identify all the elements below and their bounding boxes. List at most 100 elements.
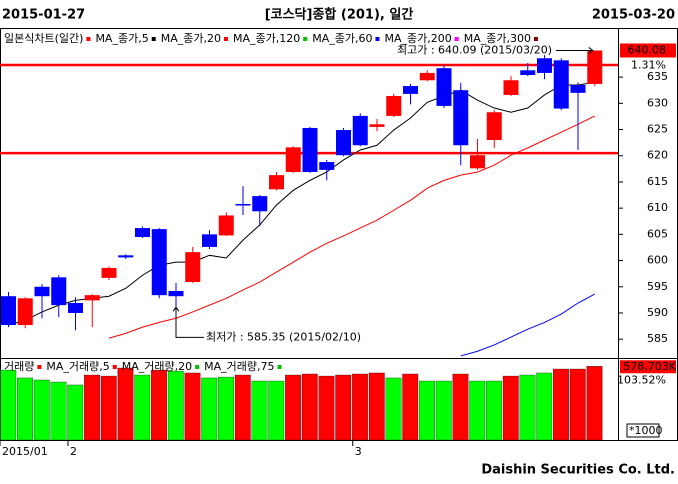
volume-bar: [151, 369, 167, 441]
candle-body: [1, 296, 16, 326]
low-note: 최저가 : 585.35 (2015/02/10): [206, 330, 361, 343]
volume-bar: [402, 373, 419, 441]
candle-body: [51, 277, 67, 306]
candle-body: [185, 252, 201, 283]
candle-body: [34, 286, 50, 297]
volume-bar: [285, 374, 301, 441]
y-tick-label: 600: [647, 254, 668, 267]
volume-bar: [184, 372, 201, 441]
volume-bar: [100, 375, 117, 441]
candle-body: [285, 147, 301, 172]
legend-label: MA_거래량,20: [122, 360, 192, 373]
legend-swatch: [112, 365, 117, 369]
candle-body: [587, 50, 603, 84]
legend-swatch: [86, 37, 91, 41]
legend-swatch: [37, 365, 42, 369]
candle-body: [302, 127, 318, 172]
volume-bar: [519, 374, 536, 441]
legend-label: MA_종가,60: [312, 32, 372, 45]
volume-bar: [368, 372, 385, 441]
volume-bar: [201, 377, 218, 441]
legend-label: MA_거래량,5: [46, 360, 109, 373]
candle-body: [486, 112, 502, 141]
last-price: 640.08: [628, 43, 667, 56]
volume-bar: [218, 376, 234, 441]
y-tick-label: 590: [647, 306, 668, 319]
volume-bar: [352, 373, 368, 441]
candle-body: [369, 124, 385, 127]
candle-body: [520, 70, 536, 76]
candle-body: [570, 84, 586, 93]
high-arrow: [556, 47, 594, 54]
legend-label: MA_종가,300: [464, 32, 531, 45]
volume-bar: [84, 374, 100, 441]
chart-title: [코스닥]종합 (201), 일간: [265, 7, 414, 23]
candle-body: [537, 58, 552, 73]
legend-swatch: [454, 37, 459, 41]
y-tick-label: 630: [647, 96, 668, 109]
y-tick-label: 615: [647, 175, 668, 188]
volume-bar: [553, 368, 569, 441]
volume-bar: [251, 380, 268, 441]
candle-body: [403, 86, 418, 94]
volume-bar: [67, 384, 84, 441]
candle-body: [419, 72, 435, 81]
change-rate: 1.31%: [631, 58, 666, 71]
candle-body: [168, 290, 184, 297]
candle-body: [453, 90, 469, 146]
volume-bar: [17, 377, 33, 441]
volume-bar: [469, 380, 486, 441]
candle-body: [202, 234, 217, 247]
volume-bar: [134, 374, 151, 441]
candle-body: [436, 68, 452, 106]
start-date: 2015-01-27: [2, 8, 85, 23]
last-price-box: [620, 43, 676, 58]
volume-bar: [586, 366, 603, 441]
unit-box: [626, 423, 660, 438]
y-tick-label: 595: [647, 280, 668, 293]
volume-bar: [268, 380, 285, 441]
legend-swatch: [223, 37, 228, 41]
candle-body: [17, 298, 33, 326]
volume-bar: [419, 380, 435, 441]
legend-swatch: [303, 37, 308, 41]
candle-body: [319, 162, 335, 170]
legend-swatch: [151, 37, 156, 41]
candle-body: [84, 295, 100, 301]
volume-bar: [301, 373, 318, 441]
candle-body: [503, 80, 519, 95]
volume-bar: [167, 370, 184, 441]
legend-swatch: [277, 365, 282, 369]
volume-bar: [486, 380, 502, 441]
candle-body: [135, 228, 150, 237]
high-note: 최고가 : 640.09 (2015/03/20): [397, 43, 552, 56]
x-tick-label: 2015/01: [2, 445, 48, 458]
candle-body: [218, 215, 234, 236]
candle-body: [269, 175, 284, 190]
x-tick-label: 2: [70, 445, 77, 458]
candle-body: [101, 267, 117, 278]
y-tick-label: 585: [647, 332, 668, 345]
legend-label: 일본식차트(일간): [4, 31, 83, 45]
last-volume-box: [620, 360, 676, 374]
ma-line: [108, 115, 595, 339]
unit-label: *1000: [629, 424, 663, 437]
candle-body: [118, 255, 134, 258]
volume-bar: [435, 380, 452, 441]
volume-bar: [50, 381, 67, 441]
legend-swatch: [533, 37, 538, 41]
legend-label: MA_종가,20: [161, 32, 221, 45]
candle-body: [68, 303, 83, 313]
candle-body: [252, 196, 268, 212]
low-arrow: [172, 306, 204, 338]
y-tick-label: 610: [647, 201, 668, 214]
legend-label: MA_거래량,75: [204, 360, 274, 373]
volume-bar: [385, 377, 402, 441]
volume-bar: [33, 379, 50, 441]
legend-label: MA_종가,120: [233, 32, 300, 45]
y-tick-label: 635: [647, 70, 668, 83]
legend-label: MA_종가,200: [384, 32, 451, 45]
y-tick-label: 605: [647, 227, 668, 240]
candle-body: [352, 115, 368, 146]
legend-swatch: [375, 37, 380, 41]
